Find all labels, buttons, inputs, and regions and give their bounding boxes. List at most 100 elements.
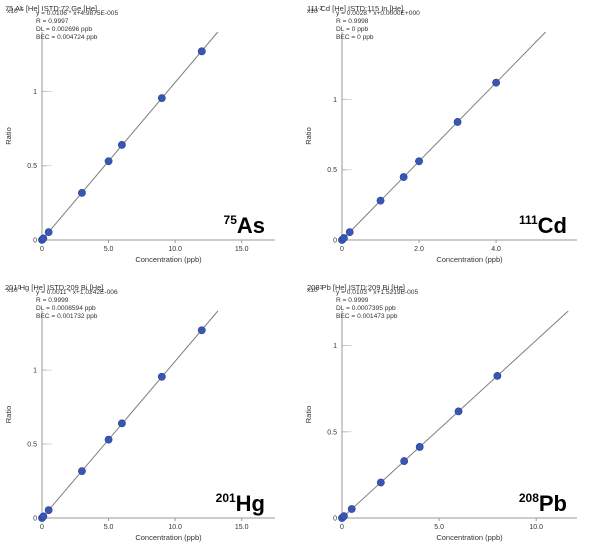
x-tick-label: 10.0: [529, 524, 543, 531]
chart-panel-cd: 111 Cd [He] ISTD:115 In [He]x10-2 y = 0.0…: [304, 4, 577, 264]
calibration-point: [78, 189, 86, 197]
regression-stat-line: DL = 0.0008594 ppb: [36, 305, 96, 312]
calibration-point: [493, 371, 502, 380]
chart-panel-pb: 208 Pb [He] ISTD:209 Bi [He]x10-1 y = 0.0…: [304, 283, 577, 542]
regression-stat-line: DL = 0.002696 ppb: [36, 26, 92, 33]
regression-stat-line: BEC = 0.004724 ppb: [36, 34, 98, 41]
y-exponent-label: x10-1: [307, 285, 323, 294]
calibration-point: [415, 443, 424, 451]
calibration-point: [197, 326, 206, 335]
isotope-mass: 208: [519, 491, 539, 505]
element-label: 75As: [224, 213, 265, 238]
calibration-point: [104, 435, 113, 444]
x-tick-label: 5.0: [104, 246, 114, 253]
y-exponent-base: x10: [307, 8, 318, 15]
x-tick-label: 15.0: [235, 524, 249, 531]
x-axis-label: Concentration (ppb): [135, 255, 202, 264]
calibration-point: [39, 512, 48, 521]
chart-title: 111 Cd [He] ISTD:115 In [He]: [307, 4, 403, 13]
regression-stat-line: R = 0.9997: [36, 18, 69, 25]
x-tick-label: 0: [340, 524, 344, 531]
calibration-point: [44, 228, 53, 237]
regression-stat-line: y = 0.0011 * x+1.0242E-006: [36, 289, 118, 296]
calibration-point: [117, 419, 126, 428]
y-exponent-power: -1: [18, 6, 23, 12]
regression-stat-line: R = 0.9999: [336, 297, 369, 304]
calibration-point: [39, 234, 48, 243]
isotope-mass: 201: [216, 491, 236, 505]
x-tick-label: 5.0: [434, 524, 444, 531]
y-tick-label: 1: [333, 97, 337, 104]
element-symbol: Cd: [538, 213, 567, 238]
calibration-point: [197, 47, 206, 56]
x-tick-label: 4.0: [491, 246, 501, 253]
calibration-point: [376, 478, 385, 487]
chart-title: 208 Pb [He] ISTD:209 Bi [He]: [307, 283, 405, 292]
isotope-mass: 75: [224, 213, 238, 227]
y-tick-label: 0.5: [27, 442, 37, 449]
regression-stat-line: y = 0.0103 * x+1.5219E-005: [336, 289, 418, 296]
calibration-point: [340, 512, 348, 521]
x-axis-label: Concentration (ppb): [436, 533, 503, 542]
regression-stat-line: BEC = 0.001473 ppb: [336, 313, 398, 320]
y-exponent-power: 0: [18, 285, 21, 291]
x-tick-label: 0: [40, 246, 44, 253]
calibration-point: [44, 506, 53, 515]
y-exponent-base: x10: [307, 287, 318, 294]
y-axis-label: Ratio: [4, 127, 13, 145]
calibration-point: [415, 157, 423, 166]
calibration-point: [157, 372, 166, 381]
calibration-point: [157, 94, 166, 103]
chart-title: 75 As [He] ISTD:72 Ge [He]: [5, 4, 97, 13]
y-exponent-power: -2: [318, 6, 323, 12]
regression-stat-line: BEC = 0.001732 ppb: [36, 313, 98, 320]
regression-stat-line: y = 0.0106 * x+4.9875E-005: [36, 10, 118, 17]
element-symbol: Pb: [539, 491, 567, 516]
y-axis-label: Ratio: [304, 406, 313, 424]
x-tick-label: 0: [40, 524, 44, 531]
y-tick-label: 0: [33, 238, 37, 245]
y-exponent-base: x10: [7, 287, 18, 294]
calibration-point: [454, 407, 463, 416]
element-label: 111Cd: [519, 213, 567, 238]
y-axis-label: Ratio: [304, 127, 313, 145]
calibration-point: [400, 457, 409, 465]
calibration-point: [399, 173, 408, 181]
chart-panel-as: 75 As [He] ISTD:72 Ge [He]x10-1 y = 0.010…: [4, 4, 275, 264]
x-tick-label: 10.0: [168, 246, 182, 253]
x-tick-label: 10.0: [168, 524, 182, 531]
calibration-fit-line: [41, 310, 219, 519]
y-tick-label: 0: [333, 238, 337, 245]
regression-stat-line: DL = 0 ppb: [336, 26, 369, 33]
y-tick-label: 0.5: [327, 429, 337, 436]
element-label: 208Pb: [519, 491, 567, 516]
element-symbol: As: [237, 213, 265, 238]
calibration-fit-line: [341, 31, 546, 241]
calibration-point: [492, 78, 500, 87]
element-label: 201Hg: [216, 491, 265, 516]
calibration-point: [117, 141, 126, 149]
calibration-point: [340, 234, 348, 242]
isotope-mass: 111: [519, 213, 538, 227]
y-tick-label: 0.5: [327, 167, 337, 174]
y-tick-label: 0.5: [27, 163, 37, 170]
y-axis-label: Ratio: [4, 406, 13, 424]
x-tick-label: 15.0: [235, 246, 249, 253]
y-tick-label: 0: [333, 516, 337, 523]
x-tick-label: 2.0: [414, 246, 424, 253]
y-exponent-label: x10-1: [7, 6, 23, 15]
calibration-fit-line: [41, 31, 219, 241]
x-tick-label: 5.0: [104, 524, 114, 531]
x-axis-label: Concentration (ppb): [436, 255, 503, 264]
calibration-point: [345, 228, 354, 237]
y-exponent-base: x10: [7, 8, 18, 15]
y-tick-label: 0: [33, 516, 37, 523]
regression-stat-line: DL = 0.0007395 ppb: [336, 305, 396, 312]
regression-stat-line: R = 0.9998: [336, 18, 369, 25]
element-symbol: Hg: [236, 491, 265, 516]
calibration-point: [78, 467, 86, 476]
y-tick-label: 1: [33, 368, 37, 375]
